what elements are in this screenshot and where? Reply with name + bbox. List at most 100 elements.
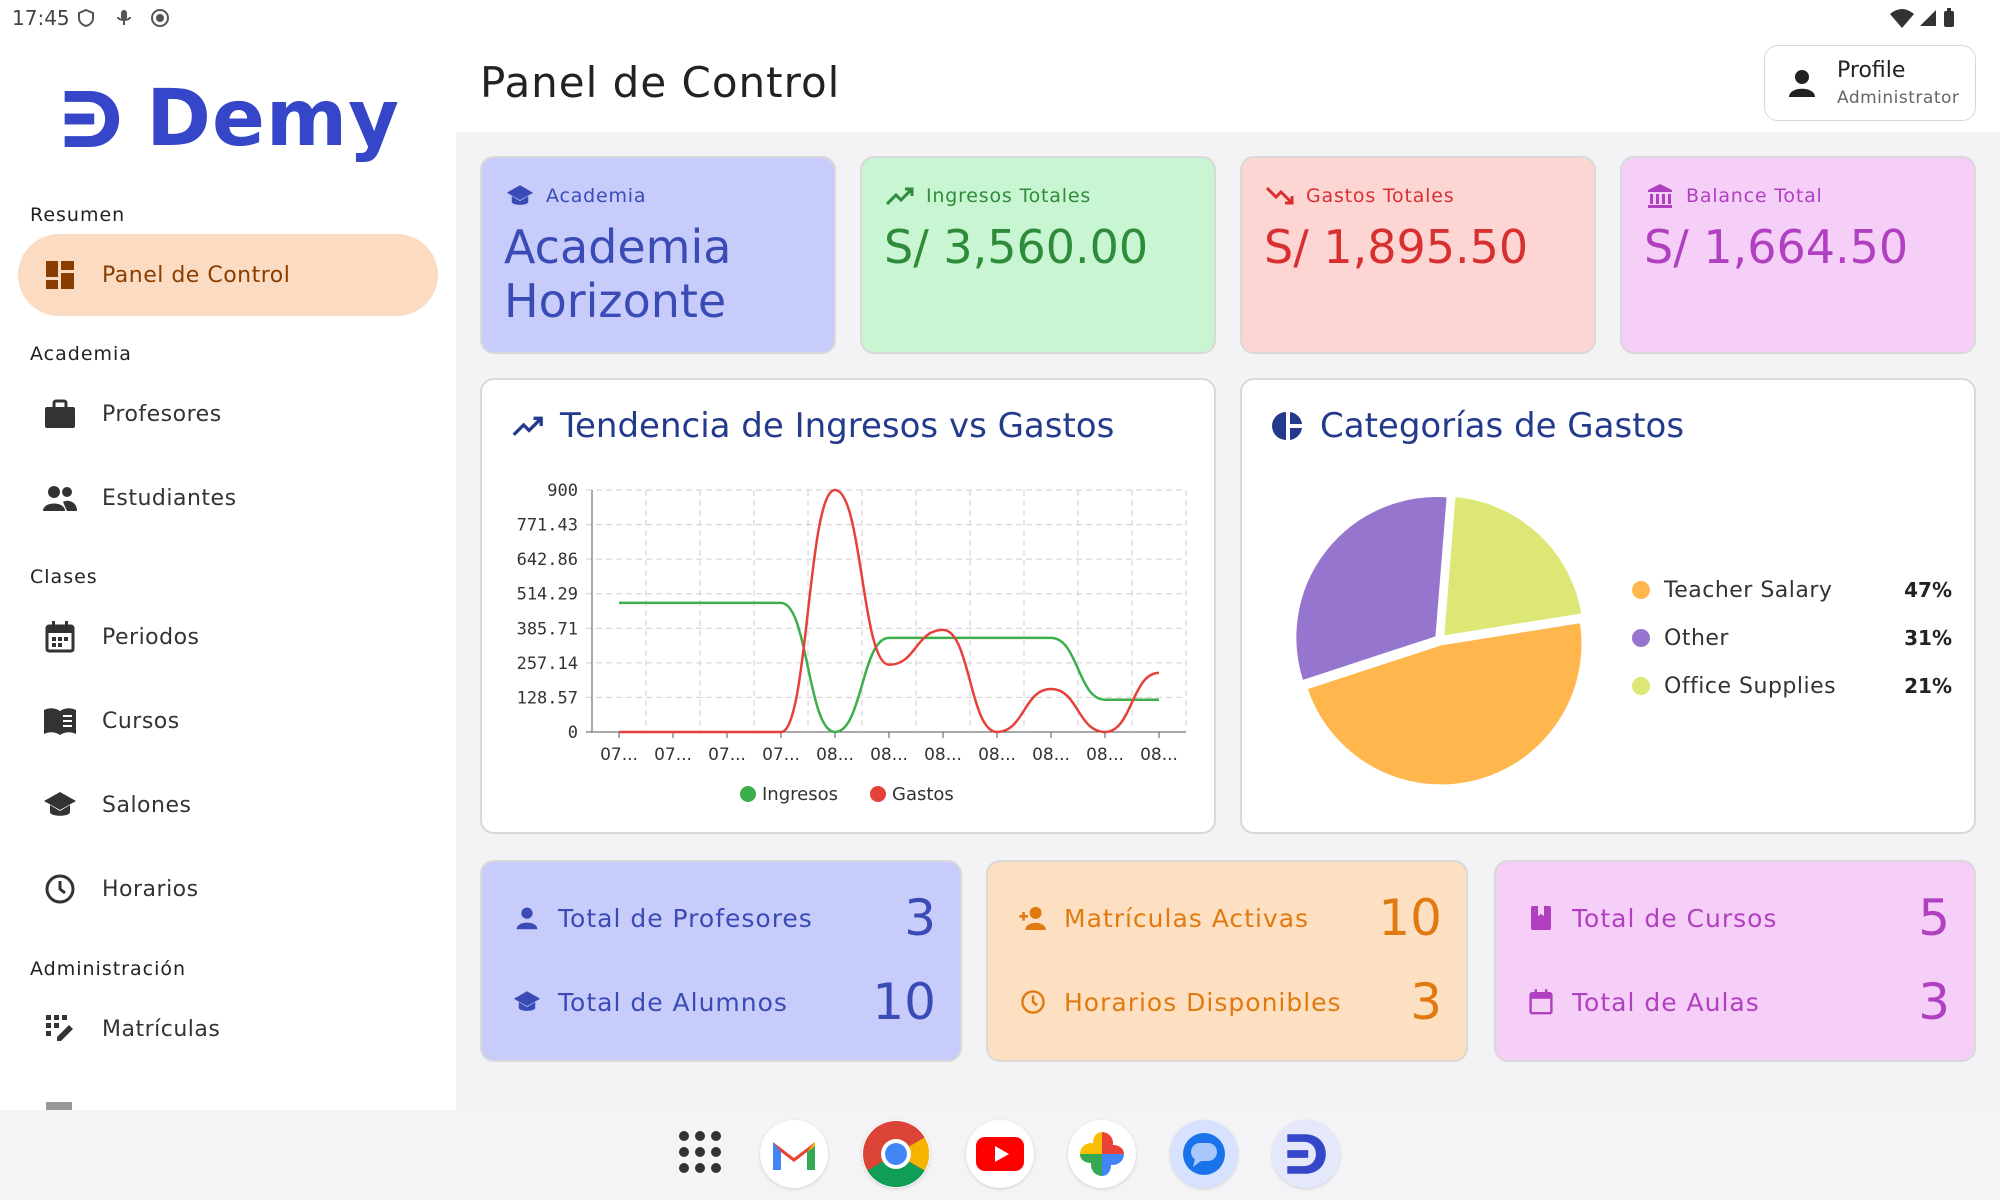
stat-value: 3 <box>1918 973 1950 1031</box>
stat-label: Total de Cursos <box>1572 903 1778 933</box>
sidebar: Demy Resumen Panel de Control Academia P… <box>0 36 456 1110</box>
logo-text: Demy <box>146 74 400 164</box>
series-line-ingresos <box>619 601 1159 734</box>
legend-dot <box>1632 629 1650 647</box>
y-tick-label: 128.57 <box>517 688 578 708</box>
x-tick-label: 08... <box>978 745 1016 765</box>
chart-title: Tendencia de Ingresos vs Gastos <box>510 406 1114 446</box>
enrollment-stats-card: Matrículas Activas 10 Horarios Disponibl… <box>986 860 1468 1062</box>
sidebar-item-label: Matrículas <box>102 1016 221 1042</box>
legend-item: Other 31% <box>1632 623 1952 653</box>
card-label: Balance Total <box>1686 185 1823 207</box>
app-logo[interactable]: Demy <box>60 74 400 164</box>
legend-dot <box>740 786 756 802</box>
legend-percent: 21% <box>1904 674 1952 698</box>
x-tick-label: 08... <box>816 745 854 765</box>
signal-icon <box>1918 8 1938 28</box>
chart-title-text: Tendencia de Ingresos vs Gastos <box>560 406 1115 446</box>
stat-row: Total de Alumnos 10 <box>512 972 936 1032</box>
legend-label: Office Supplies <box>1664 673 1837 699</box>
sidebar-item-label: Salones <box>102 792 192 818</box>
shield-icon <box>76 8 96 28</box>
pie-slice-other <box>1293 494 1450 684</box>
demy-icon[interactable] <box>1272 1120 1340 1188</box>
stat-value: 10 <box>872 973 936 1031</box>
chrome-icon[interactable] <box>862 1120 930 1188</box>
legend-percent: 31% <box>1904 626 1952 650</box>
section-label-academia: Academia <box>30 343 132 365</box>
apps-grid-icon[interactable] <box>676 1128 724 1176</box>
legend-label: Ingresos <box>762 784 838 805</box>
sidebar-item-cursos[interactable]: Cursos <box>18 680 438 762</box>
bank-icon <box>1646 182 1674 210</box>
series-line-gastos <box>618 488 1160 734</box>
calendar-icon <box>42 619 78 655</box>
legend-item: Teacher Salary 47% <box>1632 575 1952 605</box>
person-add-icon <box>1018 903 1048 933</box>
stat-value: 3 <box>1410 973 1442 1031</box>
sidebar-item-matriculas[interactable]: Matrículas <box>18 988 438 1070</box>
x-tick-label: 07... <box>708 745 746 765</box>
people-icon <box>42 480 78 516</box>
messages-icon[interactable] <box>1170 1120 1238 1188</box>
bookmark-book-icon <box>1526 903 1556 933</box>
school-icon <box>512 987 542 1017</box>
x-tick-label: 07... <box>762 745 800 765</box>
sidebar-item-periodos[interactable]: Periodos <box>18 596 438 678</box>
profile-name: Profile <box>1837 58 1906 83</box>
sidebar-item-estudiantes[interactable]: Estudiantes <box>18 457 438 539</box>
people-stats-card: Total de Profesores 3 Total de Alumnos 1… <box>480 860 962 1062</box>
person-icon <box>1787 68 1817 102</box>
mic-icon <box>114 8 134 28</box>
calendar-icon <box>1526 987 1556 1017</box>
stat-value: 10 <box>1378 889 1442 947</box>
pie-slice-office-supplies <box>1441 493 1585 639</box>
legend-label: Other <box>1664 625 1729 651</box>
chart-title: Categorías de Gastos <box>1270 406 1684 446</box>
sidebar-item-profesores[interactable]: Profesores <box>18 373 438 455</box>
chart-title-text: Categorías de Gastos <box>1320 406 1685 446</box>
sidebar-item-label: Panel de Control <box>102 262 291 288</box>
card-header: Gastos Totales <box>1266 182 1454 210</box>
balance-card: Balance Total S/ 1,664.50 <box>1620 156 1976 354</box>
youtube-icon[interactable] <box>966 1120 1034 1188</box>
y-tick-label: 642.86 <box>517 550 578 570</box>
section-label-administracion: Administración <box>30 958 187 980</box>
battery-icon <box>1942 8 1956 28</box>
stat-label: Total de Alumnos <box>558 987 788 1017</box>
stat-row: Total de Aulas 3 <box>1526 972 1950 1032</box>
stat-row: Matrículas Activas 10 <box>1018 888 1442 948</box>
pie-slice-teacher-salary <box>1304 619 1585 788</box>
x-tick-label: 07... <box>600 745 638 765</box>
top-bar <box>456 36 2000 132</box>
status-bar: 17:45 <box>0 0 2000 36</box>
dashboard-icon <box>42 257 78 293</box>
gmail-icon[interactable] <box>760 1120 828 1188</box>
sidebar-item-horarios[interactable]: Horarios <box>18 848 438 930</box>
trending-down-icon <box>1266 182 1294 210</box>
sidebar-item-salones[interactable]: Salones <box>18 764 438 846</box>
x-tick-label: 08... <box>1086 745 1124 765</box>
y-tick-label: 385.71 <box>517 619 578 639</box>
card-label: Academia <box>546 185 647 207</box>
stat-row: Horarios Disponibles 3 <box>1018 972 1442 1032</box>
clock-icon <box>42 871 78 907</box>
y-tick-label: 0 <box>568 723 578 743</box>
legend-dot <box>870 786 886 802</box>
pie-chart-icon <box>1270 408 1306 444</box>
profile-button[interactable]: Profile Administrator <box>1764 45 1976 121</box>
gastos-card: Gastos Totales S/ 1,895.50 <box>1240 156 1596 354</box>
sidebar-item-panel-de-control[interactable]: Panel de Control <box>18 234 438 316</box>
clock-icon <box>1018 987 1048 1017</box>
y-tick-label: 257.14 <box>517 654 578 674</box>
section-label-clases: Clases <box>30 566 98 588</box>
page-title: Panel de Control <box>480 58 841 107</box>
legend-label: Teacher Salary <box>1664 577 1833 603</box>
school-icon <box>42 787 78 823</box>
card-header: Academia <box>506 182 646 210</box>
profile-role: Administrator <box>1837 88 1960 108</box>
photos-icon[interactable] <box>1068 1120 1136 1188</box>
card-header: Ingresos Totales <box>886 182 1091 210</box>
y-tick-label: 771.43 <box>517 516 578 536</box>
briefcase-icon <box>42 396 78 432</box>
